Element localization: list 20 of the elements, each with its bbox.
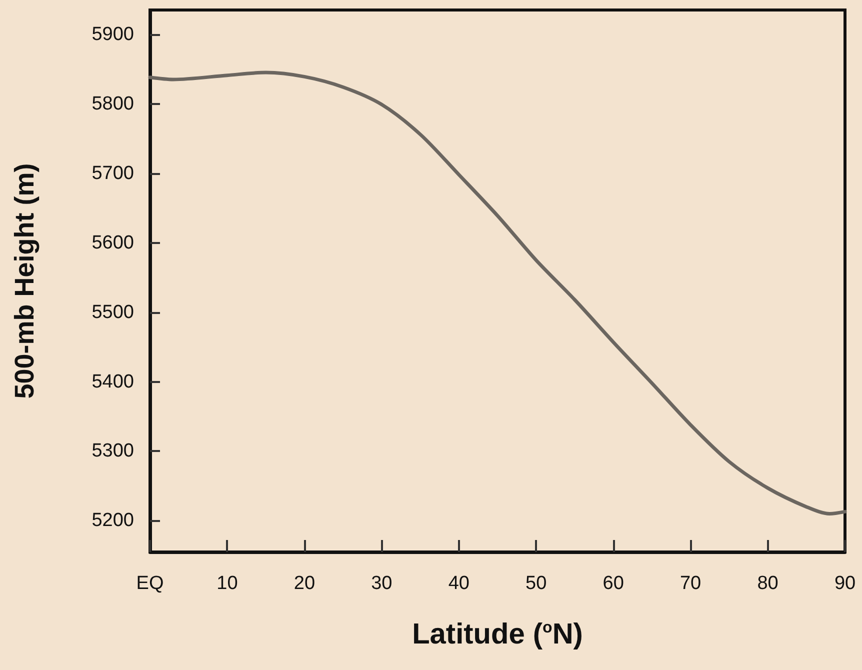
x-tick-label: 90 [834, 573, 856, 594]
y-tick-label: 5200 [92, 510, 134, 532]
x-tick-label: 20 [294, 573, 316, 594]
y-tick-label: 5700 [92, 162, 134, 184]
y-tick-label: 5300 [92, 440, 134, 462]
y-tick-label: 5600 [92, 232, 134, 254]
line-series [148, 70, 847, 516]
x-tick-label: 70 [680, 573, 702, 594]
y-tick-label: 5500 [92, 302, 134, 323]
x-tick-label: 30 [371, 573, 392, 594]
y-tick-label: 5800 [92, 93, 134, 114]
y-tick-label: 5900 [92, 24, 134, 45]
x-tick-label: 10 [216, 573, 238, 594]
x-tick-label: EQ [136, 573, 164, 594]
x-tick-label: 50 [526, 573, 547, 594]
x-tick-label: 60 [602, 573, 624, 594]
y-axis-title: 500-mb Height (m) [10, 163, 40, 399]
y-tick-label: 5400 [92, 371, 134, 392]
x-tick-label: 40 [448, 573, 470, 594]
x-tick-label: 80 [757, 573, 778, 594]
